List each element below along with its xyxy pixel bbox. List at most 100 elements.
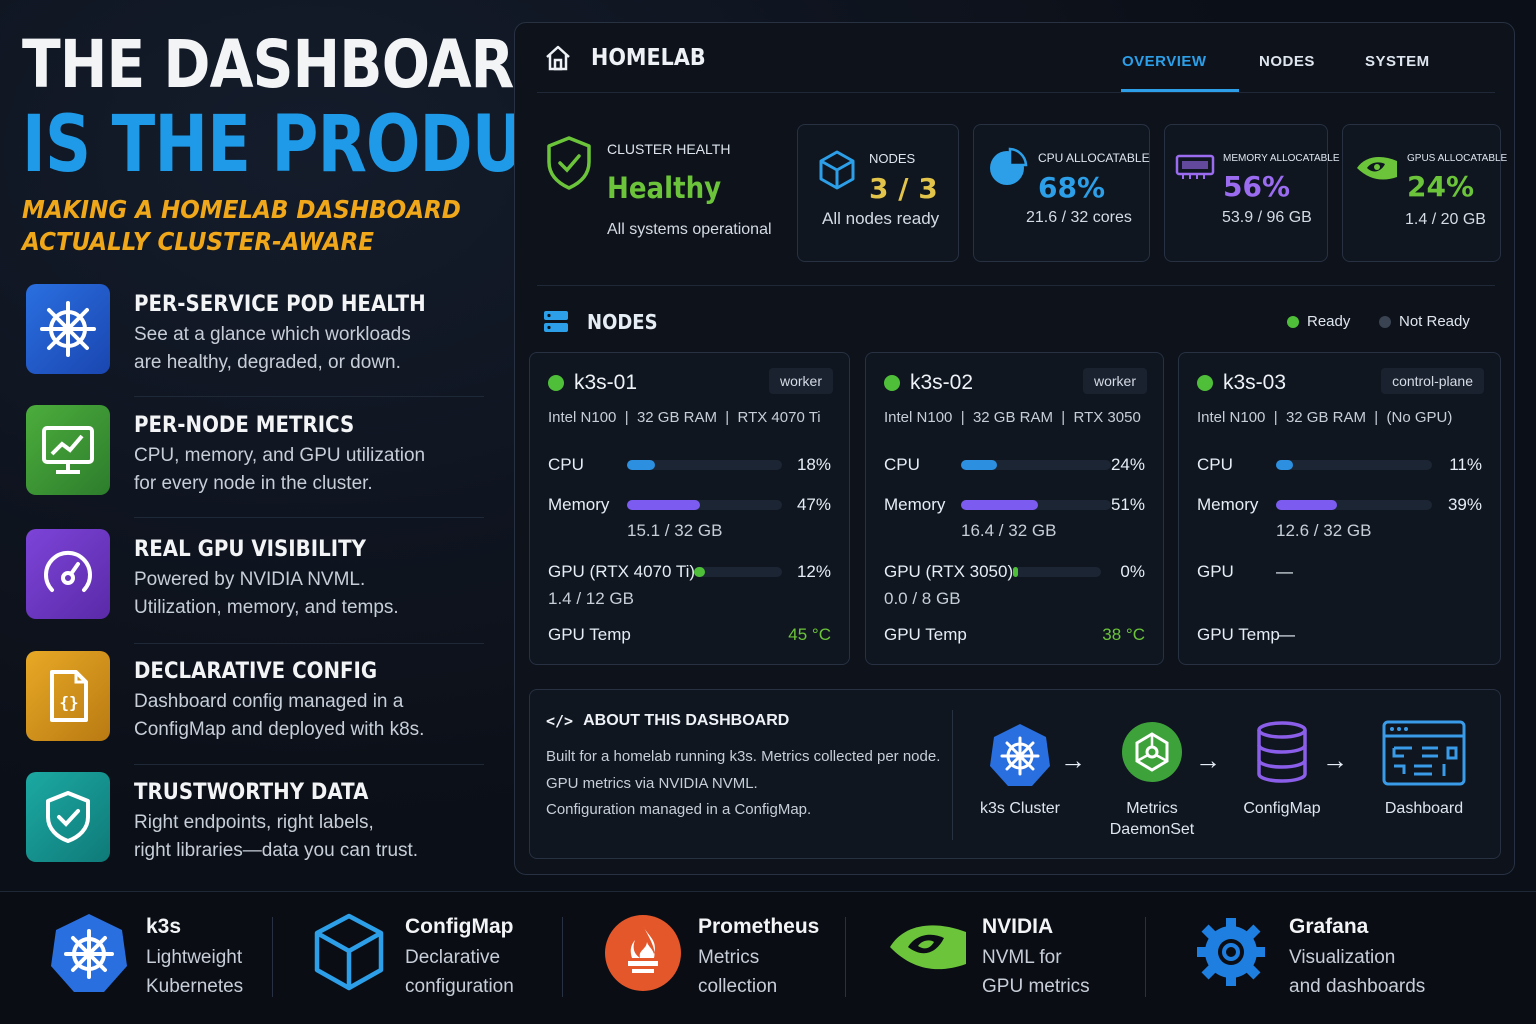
memory-bar-fill bbox=[961, 500, 1038, 510]
code-icon: </> bbox=[546, 712, 574, 730]
about-panel: </> ABOUT THIS DASHBOARD Built for a hom… bbox=[529, 689, 1501, 859]
metric-label: Memory bbox=[1197, 495, 1259, 514]
arrow-icon: → bbox=[1060, 745, 1086, 775]
stat-gpus[interactable]: GPUS ALLOCATABLE 24% 1.4 / 20 GB bbox=[1342, 124, 1507, 262]
metric-label: GPU (RTX 4070 Ti) bbox=[548, 562, 696, 581]
cpu-pct: 24% bbox=[1110, 455, 1145, 474]
tab-system[interactable]: SYSTEM bbox=[1365, 53, 1430, 70]
ready-dot bbox=[1287, 315, 1299, 328]
subtitle-line-2: ACTUALLY CLUSTER-AWARE bbox=[22, 227, 374, 256]
node-spec: Intel N100 | 32 GB RAM | RTX 3050 bbox=[884, 409, 1141, 426]
gpu-bar bbox=[694, 567, 782, 577]
tech-strip: k3s Lightweight Kubernetes ConfigMap Decla… bbox=[0, 891, 1536, 1024]
gpu-temp-dash: — bbox=[1278, 625, 1295, 644]
headline-block: THE DASHBOARD IS THE PRODUCT MAKING A HO… bbox=[22, 28, 613, 258]
config-file-icon: {} bbox=[26, 651, 110, 741]
tab-overview[interactable]: OVERVIEW bbox=[1122, 53, 1207, 70]
cpu-bar bbox=[627, 460, 782, 470]
memory-chip-icon bbox=[1175, 154, 1215, 179]
cpu-bar-fill bbox=[961, 460, 997, 470]
divider bbox=[134, 517, 484, 518]
daemonset-icon bbox=[1122, 722, 1182, 782]
gpu-bar-fill bbox=[1013, 567, 1019, 577]
feature-title: PER-NODE METRICS bbox=[134, 413, 355, 438]
tech-k3s: k3s Lightweight Kubernetes bbox=[50, 912, 243, 1001]
node-name: k3s-02 bbox=[910, 371, 974, 394]
tech-nvidia: NVIDIA NVML for GPU metrics bbox=[888, 912, 1090, 1001]
legend-ready: Ready bbox=[1287, 313, 1350, 330]
metric-label: Memory bbox=[548, 495, 610, 514]
pie-chart-icon bbox=[990, 147, 1028, 185]
tech-desc: NVML for GPU metrics bbox=[982, 947, 1090, 997]
cube-icon bbox=[819, 150, 855, 190]
tab-nodes[interactable]: NODES bbox=[1259, 53, 1315, 70]
tech-prometheus: Prometheus Metrics collection bbox=[604, 912, 819, 1001]
active-tab-indicator bbox=[1121, 89, 1239, 92]
gauge-icon bbox=[26, 529, 110, 619]
monitor-chart-icon bbox=[26, 405, 110, 495]
gpu-bar-fill bbox=[694, 567, 705, 577]
flow-label: Metrics DaemonSet bbox=[1109, 800, 1195, 838]
cpu-bar bbox=[961, 460, 1111, 470]
flow-label: ConfigMap bbox=[1243, 800, 1321, 817]
memory-bar bbox=[1276, 500, 1432, 510]
node-card[interactable]: k3s-03 control-plane Intel N100 | 32 GB … bbox=[1178, 352, 1501, 665]
stat-cpu[interactable]: CPU ALLOCATABLE 68% 21.6 / 32 cores bbox=[973, 124, 1150, 262]
server-icon bbox=[544, 311, 568, 332]
tech-desc: Declarative configuration bbox=[405, 947, 514, 997]
metric-label: CPU bbox=[548, 455, 584, 474]
stat-label: CPU ALLOCATABLE bbox=[1038, 151, 1150, 165]
arrow-icon: → bbox=[1195, 745, 1221, 775]
about-header: </> ABOUT THIS DASHBOARD bbox=[546, 712, 789, 730]
gpu-bar bbox=[1013, 567, 1101, 577]
divider bbox=[562, 917, 563, 997]
about-title: ABOUT THIS DASHBOARD bbox=[583, 712, 790, 729]
shield-check-icon bbox=[547, 136, 591, 190]
feature-desc: Powered by NVIDIA NVML. Utilization, mem… bbox=[134, 569, 399, 618]
brand[interactable]: HOMELAB bbox=[543, 43, 718, 73]
metric-label: GPU (RTX 3050) bbox=[884, 562, 1014, 581]
gpu-temp: 45 °C bbox=[788, 625, 831, 644]
metric-label: GPU Temp bbox=[548, 625, 631, 644]
role-badge: worker bbox=[1082, 368, 1147, 394]
role-badge: worker bbox=[768, 368, 833, 394]
memory-bar bbox=[961, 500, 1111, 510]
stat-nodes[interactable]: NODES 3 / 3 All nodes ready bbox=[797, 124, 959, 262]
feature-pod-health: PER-SERVICE POD HEALTH See at a glance wh… bbox=[26, 284, 466, 380]
shield-check-icon bbox=[26, 772, 110, 862]
dashboard-title: HOMELAB bbox=[591, 45, 706, 71]
tech-name: Grafana bbox=[1289, 915, 1369, 938]
gpu-dash: — bbox=[1276, 562, 1293, 581]
metric-label: CPU bbox=[884, 455, 920, 474]
stat-label: NODES bbox=[869, 151, 916, 166]
helm-wheel-icon bbox=[26, 284, 110, 374]
node-card[interactable]: k3s-01 worker Intel N100 | 32 GB RAM | R… bbox=[529, 352, 850, 665]
role-badge: control-plane bbox=[1381, 368, 1484, 394]
cpu-pct: 11% bbox=[1449, 455, 1482, 474]
divider bbox=[952, 710, 953, 840]
arrow-icon: → bbox=[1322, 745, 1348, 775]
feature-title: PER-SERVICE POD HEALTH bbox=[134, 292, 426, 317]
node-card[interactable]: k3s-02 worker Intel N100 | 32 GB RAM | R… bbox=[865, 352, 1164, 665]
metric-label: GPU Temp bbox=[884, 625, 967, 644]
stat-value: 68% bbox=[1038, 171, 1106, 204]
subtitle-line-1: MAKING A HOMELAB DASHBOARD bbox=[22, 195, 461, 224]
divider bbox=[134, 764, 484, 765]
stat-memory[interactable]: MEMORY ALLOCATABLE 56% 53.9 / 96 GB bbox=[1164, 124, 1340, 262]
node-spec: Intel N100 | 32 GB RAM | (No GPU) bbox=[1197, 409, 1453, 426]
cluster-health-card: CLUSTER HEALTH Healthy All systems opera… bbox=[545, 135, 785, 255]
feature-desc: See at a glance which workloads are heal… bbox=[134, 324, 411, 373]
feature-title: DECLARATIVE CONFIG bbox=[134, 659, 378, 684]
stat-sub: 53.9 / 96 GB bbox=[1222, 209, 1312, 226]
flow-label: k3s Cluster bbox=[979, 800, 1061, 817]
legend-not-ready: Not Ready bbox=[1379, 313, 1470, 330]
stat-sub: 21.6 / 32 cores bbox=[1026, 209, 1132, 226]
tech-grafana: Grafana Visualization and dashboards bbox=[1195, 912, 1425, 1001]
feature-trustworthy-data: TRUSTWORTHY DATA Right endpoints, right l… bbox=[26, 772, 466, 868]
nvidia-eye-icon bbox=[1357, 156, 1397, 180]
node-name: k3s-03 bbox=[1223, 371, 1287, 394]
status-dot bbox=[1197, 375, 1213, 391]
feature-node-metrics: PER-NODE METRICS CPU, memory, and GPU uti… bbox=[26, 405, 466, 501]
dashboard-topbar: HOMELAB OVERVIEW NODES SYSTEM bbox=[537, 23, 1495, 93]
metric-label: GPU bbox=[1197, 562, 1234, 581]
